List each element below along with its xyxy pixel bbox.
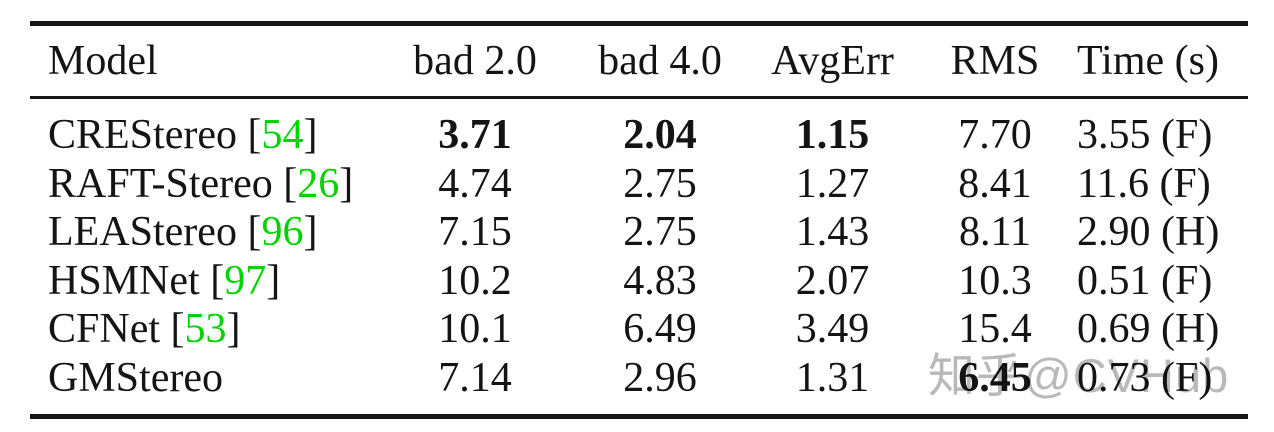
model-name: RAFT-Stereo [48, 160, 273, 207]
cite-bracket-left: [ [160, 306, 185, 352]
col-header-model: Model [30, 26, 380, 99]
avgerr-cell: 2.07 [795, 257, 870, 304]
bad2-cell: 10.2 [438, 257, 512, 304]
citation-number: 53 [184, 306, 227, 352]
bad4-cell: 2.75 [623, 160, 697, 207]
model-cell: LEAStereo [96] [30, 208, 380, 257]
rms-cell: 8.11 [959, 209, 1031, 255]
time-cell: 0.73 (F) [1077, 354, 1213, 401]
table-row: GMStereo 7.14 2.96 1.31 6.45 0.73 (F) [30, 354, 1248, 415]
col-header-bad4: bad 4.0 [570, 26, 750, 99]
citation-number: 26 [297, 160, 340, 207]
avgerr-cell: 1.27 [795, 160, 870, 207]
benchmark-table: Model bad 2.0 bad 4.0 AvgErr RMS Time (s… [30, 26, 1248, 414]
model-cell: CREStereo [54] [30, 98, 380, 160]
bad2-cell: 4.74 [438, 160, 512, 207]
table-row: LEAStereo [96] 7.15 2.75 1.43 8.11 2.90 … [30, 208, 1248, 257]
bad2-cell: 7.14 [438, 354, 512, 401]
bad4-cell: 2.04 [623, 112, 697, 158]
model-cell: CFNet [53] [30, 305, 380, 354]
time-cell: 0.69 (H) [1077, 306, 1220, 352]
citation-number: 96 [261, 209, 304, 255]
avgerr-cell: 1.43 [795, 209, 870, 255]
cite-bracket-right: ] [226, 306, 241, 352]
table-row: RAFT-Stereo [26] 4.74 2.75 1.27 8.41 11.… [30, 160, 1248, 209]
cite-bracket-left: [ [236, 209, 262, 255]
rms-cell: 7.70 [958, 112, 1032, 158]
rms-cell: 6.45 [958, 354, 1032, 401]
citation-number: 97 [224, 257, 267, 304]
cite-bracket-right: ] [303, 112, 318, 158]
benchmark-table-frame: Model bad 2.0 bad 4.0 AvgErr RMS Time (s… [30, 21, 1248, 419]
time-cell: 0.51 (F) [1077, 257, 1213, 304]
col-header-time: Time (s) [1075, 26, 1248, 99]
model-name: LEAStereo [48, 209, 237, 255]
col-header-bad2: bad 2.0 [380, 26, 570, 99]
rms-cell: 8.41 [958, 160, 1032, 207]
bad4-cell: 6.49 [623, 306, 697, 352]
cite-bracket-left: [ [272, 160, 298, 207]
cite-bracket-right: ] [266, 257, 281, 304]
cite-bracket-right: ] [339, 160, 354, 207]
table-header: Model bad 2.0 bad 4.0 AvgErr RMS Time (s… [30, 26, 1248, 99]
model-name: GMStereo [48, 354, 223, 401]
bad2-cell: 7.15 [438, 209, 512, 255]
cite-bracket-left: [ [199, 257, 225, 304]
model-cell: GMStereo [30, 354, 380, 415]
table-body: CREStereo [54] 3.71 2.04 1.15 7.70 3.55 … [30, 98, 1248, 415]
table-row: CFNet [53] 10.1 6.49 3.49 15.4 0.69 (H) [30, 305, 1248, 354]
model-name: CREStereo [48, 112, 237, 158]
cite-bracket-right: ] [303, 209, 318, 255]
cite-bracket-left: [ [236, 112, 262, 158]
bad4-cell: 2.75 [623, 209, 697, 255]
bad2-cell: 10.1 [438, 306, 512, 352]
citation-number: 54 [261, 112, 304, 158]
model-cell: HSMNet [97] [30, 257, 380, 306]
avgerr-cell: 3.49 [795, 306, 870, 352]
time-cell: 3.55 (F) [1077, 112, 1213, 158]
table-row: CREStereo [54] 3.71 2.04 1.15 7.70 3.55 … [30, 98, 1248, 160]
bad4-cell: 2.96 [623, 354, 697, 401]
avgerr-cell: 1.15 [795, 112, 870, 158]
bad2-cell: 3.71 [438, 112, 512, 158]
table-row: HSMNet [97] 10.2 4.83 2.07 10.3 0.51 (F) [30, 257, 1248, 306]
col-header-avgerr: AvgErr [750, 26, 915, 99]
rms-cell: 10.3 [958, 257, 1032, 304]
model-cell: RAFT-Stereo [26] [30, 160, 380, 209]
avgerr-cell: 1.31 [795, 354, 870, 401]
header-row: Model bad 2.0 bad 4.0 AvgErr RMS Time (s… [30, 26, 1248, 99]
time-cell: 11.6 (F) [1077, 160, 1211, 207]
model-name: HSMNet [48, 257, 200, 304]
rms-cell: 15.4 [958, 306, 1032, 352]
col-header-rms: RMS [915, 26, 1075, 99]
time-cell: 2.90 (H) [1077, 209, 1220, 255]
model-name: CFNet [48, 306, 161, 352]
bad4-cell: 4.83 [623, 257, 697, 304]
